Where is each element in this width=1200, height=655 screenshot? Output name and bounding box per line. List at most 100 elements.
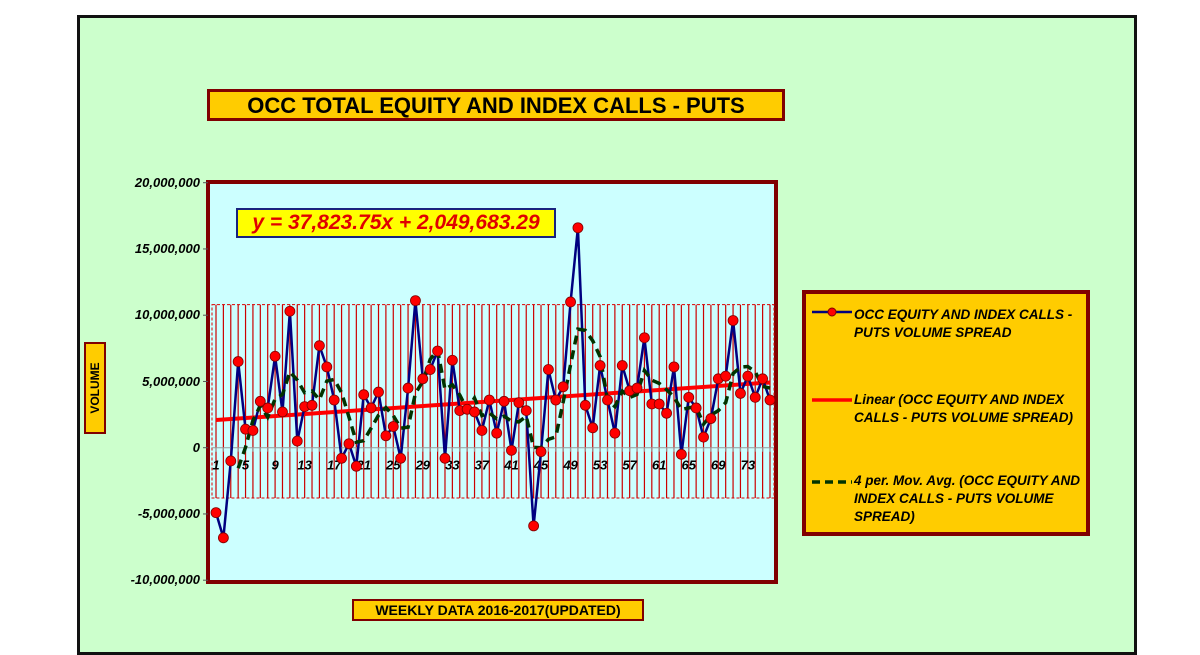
y-tick-label: 0 bbox=[192, 440, 200, 455]
data-point-marker bbox=[720, 370, 732, 382]
x-tick-label: 53 bbox=[593, 458, 608, 473]
data-point-marker bbox=[446, 354, 458, 366]
data-point-marker bbox=[506, 444, 517, 456]
x-tick-label: 13 bbox=[297, 458, 312, 473]
x-tick-label: 61 bbox=[652, 458, 666, 473]
data-point-marker bbox=[764, 394, 776, 406]
data-point-marker bbox=[735, 387, 746, 399]
data-point-marker bbox=[217, 532, 229, 544]
data-point-marker bbox=[247, 425, 259, 436]
data-point-marker bbox=[749, 391, 761, 403]
data-point-marker bbox=[587, 422, 599, 434]
y-tick-label: 5,000,000 bbox=[142, 374, 200, 389]
data-point-marker bbox=[609, 427, 621, 439]
x-tick-label: 1 bbox=[212, 458, 219, 473]
data-point-marker bbox=[653, 398, 665, 410]
data-point-marker bbox=[683, 391, 695, 403]
x-tick-label: 41 bbox=[503, 458, 518, 473]
data-point-marker bbox=[343, 438, 355, 450]
legend: OCC EQUITY AND INDEX CALLS - PUTS VOLUME… bbox=[802, 290, 1090, 536]
data-point-marker bbox=[306, 399, 318, 411]
data-point-marker bbox=[225, 455, 237, 467]
data-point-marker bbox=[365, 402, 377, 414]
data-point-marker bbox=[742, 370, 754, 382]
data-point-marker bbox=[602, 394, 613, 406]
y-tick-label: -5,000,000 bbox=[137, 506, 200, 521]
data-point-marker bbox=[579, 399, 591, 411]
data-point-marker bbox=[336, 452, 347, 464]
data-point-marker bbox=[528, 520, 540, 532]
data-point-marker bbox=[631, 382, 643, 394]
x-tick-label: 49 bbox=[562, 458, 578, 473]
x-tick-label: 37 bbox=[475, 458, 490, 473]
data-point-marker bbox=[284, 305, 296, 317]
data-point-marker bbox=[757, 373, 769, 385]
data-point-marker bbox=[321, 361, 333, 373]
data-point-marker bbox=[314, 340, 325, 352]
data-point-marker bbox=[269, 350, 281, 362]
data-point-marker bbox=[358, 389, 370, 401]
plot-area bbox=[206, 180, 778, 584]
data-point-marker bbox=[491, 427, 503, 439]
x-axis-title: WEEKLY DATA 2016-2017(UPDATED) bbox=[352, 599, 644, 621]
x-tick-label: 29 bbox=[415, 458, 431, 473]
data-point-marker bbox=[675, 448, 687, 460]
x-tick-label: 69 bbox=[711, 458, 726, 473]
x-tick-label: 5 bbox=[242, 458, 250, 473]
data-point-marker bbox=[350, 460, 362, 472]
data-point-marker bbox=[557, 381, 569, 393]
data-point-marker bbox=[254, 395, 266, 407]
data-point-marker bbox=[469, 406, 480, 418]
y-tick-label: 10,000,000 bbox=[134, 307, 200, 322]
data-point-marker bbox=[476, 425, 488, 436]
data-point-marker bbox=[232, 356, 244, 367]
legend-linear-line-icon bbox=[812, 398, 852, 402]
data-point-marker bbox=[594, 360, 606, 371]
data-point-marker bbox=[705, 413, 717, 424]
moving-average-line bbox=[236, 327, 771, 469]
y-tick-label: -10,000,000 bbox=[130, 572, 200, 587]
data-point-marker bbox=[565, 296, 576, 308]
legend-series-marker-icon bbox=[812, 307, 852, 317]
data-point-marker bbox=[513, 397, 525, 409]
data-point-marker bbox=[690, 402, 702, 414]
data-point-marker bbox=[727, 315, 739, 326]
data-point-marker bbox=[639, 332, 650, 344]
data-point-marker bbox=[410, 295, 421, 307]
data-point-marker bbox=[395, 452, 407, 464]
x-tick-label: 57 bbox=[622, 458, 637, 473]
data-point-marker bbox=[380, 430, 392, 442]
x-tick-label: 65 bbox=[682, 458, 697, 473]
x-tick-label: 73 bbox=[741, 458, 756, 473]
data-point-marker bbox=[483, 394, 495, 406]
data-point-marker bbox=[210, 507, 222, 519]
data-point-marker bbox=[291, 435, 303, 447]
data-point-marker bbox=[543, 364, 554, 375]
y-tick-label: 20,000,000 bbox=[134, 175, 200, 190]
data-point-marker bbox=[520, 405, 532, 417]
legend-item-linear: Linear (OCC EQUITY AND INDEX CALLS - PUT… bbox=[854, 392, 1074, 425]
legend-item-movavg: 4 per. Mov. Avg. (OCC EQUITY AND INDEX C… bbox=[854, 473, 1081, 524]
legend-movavg-dash-icon bbox=[812, 480, 852, 484]
data-point-marker bbox=[616, 360, 628, 371]
trendline-equation: y = 37,823.75x + 2,049,683.29 bbox=[236, 208, 556, 238]
data-point-marker bbox=[698, 431, 709, 443]
data-point-marker bbox=[277, 406, 288, 418]
data-point-marker bbox=[535, 446, 547, 458]
y-tick-label: 15,000,000 bbox=[134, 241, 200, 256]
x-tick-label: 9 bbox=[271, 458, 279, 473]
data-point-marker bbox=[432, 345, 444, 357]
data-point-marker bbox=[550, 394, 562, 406]
data-point-marker bbox=[328, 394, 340, 406]
chart-title: OCC TOTAL EQUITY AND INDEX CALLS - PUTS bbox=[207, 89, 785, 121]
data-point-marker bbox=[498, 395, 510, 407]
data-point-marker bbox=[417, 373, 429, 385]
chart-canvas: 1 5 9 13 17 21 25 29 33 37 41 45 49 53 57 61 65 69 73 bbox=[203, 182, 776, 581]
series-line bbox=[214, 227, 772, 539]
data-point-marker bbox=[439, 452, 451, 464]
data-point-marker bbox=[572, 222, 584, 234]
data-point-marker bbox=[668, 361, 680, 373]
legend-item-series: OCC EQUITY AND INDEX CALLS - PUTS VOLUME… bbox=[854, 307, 1073, 340]
y-axis-title: VOLUME bbox=[84, 342, 106, 434]
data-point-marker bbox=[402, 382, 414, 394]
